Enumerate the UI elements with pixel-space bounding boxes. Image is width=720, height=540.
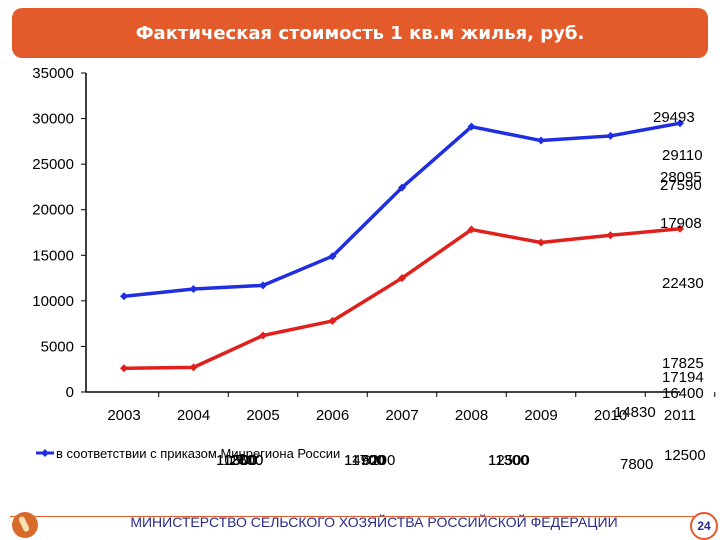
chart-title: Фактическая стоимость 1 кв.м жилья, руб. [12, 8, 708, 58]
data-label: 29493 [653, 109, 695, 126]
data-point [676, 224, 684, 233]
data-label: 2700 [230, 452, 263, 469]
data-label: 29110 [662, 147, 703, 164]
data-label: 27590 [660, 177, 702, 194]
data-label: 6200 [362, 452, 395, 469]
footer-divider [10, 516, 710, 517]
data-point [328, 316, 337, 325]
data-label: 14900 [344, 452, 386, 469]
data-point [537, 238, 545, 247]
data-point [120, 292, 128, 301]
data-point [189, 285, 198, 294]
data-point [606, 131, 615, 140]
x-tick-label: 2010 [594, 407, 627, 424]
data-point [189, 363, 198, 372]
x-tick-label: 2004 [177, 407, 210, 424]
data-point [259, 331, 267, 340]
x-tick-label: 2011 [664, 407, 696, 424]
x-tick-label: 2007 [385, 407, 418, 424]
data-label: 22430 [662, 275, 704, 292]
y-tick-label: 15000 [32, 247, 74, 264]
ministry-footer: МИНИСТЕРСТВО СЕЛЬСКОГО ХОЗЯЙСТВА РОССИЙС… [130, 514, 618, 530]
x-tick-label: 2003 [107, 407, 140, 424]
y-tick-label: 5000 [41, 338, 74, 355]
y-tick-label: 35000 [32, 65, 74, 82]
data-label: 17194 [662, 369, 704, 386]
data-label: 16400 [662, 385, 704, 402]
legend-marker [41, 449, 49, 457]
y-tick-label: 20000 [32, 202, 74, 219]
data-point [606, 231, 615, 240]
data-label: 11700 [344, 452, 385, 469]
data-label: 7800 [620, 456, 653, 473]
data-label: 14830 [614, 404, 656, 421]
data-label: 12500 [488, 452, 530, 469]
data-label: 12500 [664, 447, 706, 464]
data-point [259, 281, 267, 290]
data-point [467, 122, 476, 131]
wheat-emblem-icon [12, 512, 38, 538]
series-line-2 [123, 227, 681, 371]
legend-label: в соответствии с приказом Минрегиона Рос… [56, 446, 340, 461]
series-line-1 [123, 121, 681, 299]
data-label: 28095 [660, 169, 702, 186]
data-point [676, 119, 684, 128]
y-tick-label: 10000 [32, 293, 74, 310]
data-point [328, 252, 337, 261]
data-label: 17825 [662, 355, 704, 372]
data-label: 2600 [230, 452, 263, 469]
data-point [120, 364, 128, 373]
x-tick-label: 2008 [455, 407, 488, 424]
y-tick-label: 30000 [32, 111, 74, 128]
y-tick-label: 0 [66, 384, 74, 401]
x-tick-label: 2009 [524, 407, 557, 424]
data-label: 17908 [660, 215, 702, 232]
data-label: 11300 [216, 452, 257, 469]
data-point [398, 274, 406, 283]
data-label: 10500 [216, 452, 258, 469]
data-point [398, 183, 406, 192]
data-point [467, 225, 476, 234]
y-tick-label: 25000 [32, 156, 74, 173]
x-tick-label: 2006 [316, 407, 349, 424]
x-tick-label: 2005 [246, 407, 279, 424]
data-point [537, 136, 545, 145]
data-label: 11300 [488, 452, 529, 469]
page-number-badge: 24 [690, 512, 718, 540]
